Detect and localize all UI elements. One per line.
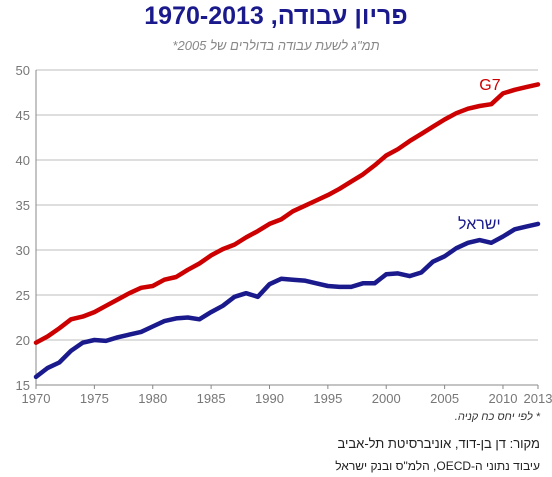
y-tick-35: 35: [16, 198, 30, 213]
chart-title: פריון עבודה, 1970-2013: [144, 2, 408, 30]
x-tick-2005: 2005: [430, 391, 459, 406]
x-tick-1985: 1985: [197, 391, 226, 406]
series-line-1: [33, 221, 541, 380]
series-label-0: G7: [479, 77, 500, 94]
y-tick-15: 15: [16, 378, 30, 393]
x-tick-1975: 1975: [80, 391, 109, 406]
chart-subtitle: תמ"ג לשעת עבודה בדולרים של 2005*: [172, 38, 380, 53]
y-tick-labels: 15 20 25 30 35 40 45 50: [16, 63, 30, 393]
footnote: * לפי יחס כח קניה.: [454, 411, 540, 423]
x-tick-2013: 2013: [524, 391, 552, 406]
y-tick-40: 40: [16, 153, 30, 168]
series-labels: G7 ישראל: [458, 77, 501, 233]
x-tick-labels: 1970 1975 1980 1985 1990 1995 2000 2005 2010 2013: [22, 391, 552, 406]
series-label-1: ישראל: [458, 215, 501, 233]
x-tick-1970: 1970: [22, 391, 51, 406]
y-tick-30: 30: [16, 243, 30, 258]
x-tick-1995: 1995: [313, 391, 342, 406]
series-line-0: [33, 82, 541, 345]
y-tick-25: 25: [16, 288, 30, 303]
x-tick-1990: 1990: [255, 391, 284, 406]
y-tick-50: 50: [16, 63, 30, 78]
series-lines: [33, 82, 541, 380]
x-tick-2000: 2000: [372, 391, 401, 406]
y-tick-45: 45: [16, 108, 30, 123]
y-tick-20: 20: [16, 333, 30, 348]
x-tick-2010: 2010: [489, 391, 518, 406]
source-line-1: מקור: דן בן-דוד, אוניברסיטת תל-אביב: [337, 436, 540, 451]
source-line-2: עיבוד נתוני ה-OECD, הלמ"ס ובנק ישראל: [335, 459, 540, 473]
x-tick-1980: 1980: [138, 391, 167, 406]
axes: [35, 70, 539, 389]
